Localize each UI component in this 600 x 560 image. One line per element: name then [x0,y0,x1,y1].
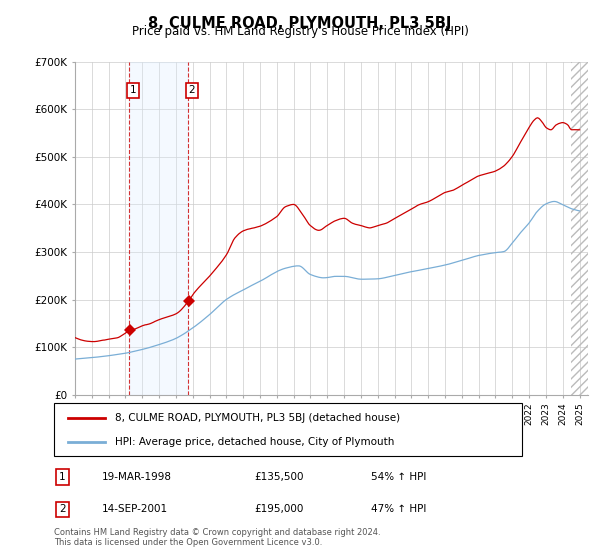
Text: 14-SEP-2001: 14-SEP-2001 [101,505,167,515]
Text: 2: 2 [59,505,66,515]
Bar [129,62,188,395]
Text: 47% ↑ HPI: 47% ↑ HPI [371,505,426,515]
FancyBboxPatch shape [54,403,522,456]
Text: 8, CULME ROAD, PLYMOUTH, PL3 5BJ: 8, CULME ROAD, PLYMOUTH, PL3 5BJ [148,16,452,31]
Text: Price paid vs. HM Land Registry's House Price Index (HPI): Price paid vs. HM Land Registry's House … [131,25,469,38]
Text: 19-MAR-1998: 19-MAR-1998 [101,472,172,482]
Text: 8, CULME ROAD, PLYMOUTH, PL3 5BJ (detached house): 8, CULME ROAD, PLYMOUTH, PL3 5BJ (detach… [115,413,400,423]
Text: 2: 2 [189,85,196,95]
Text: 1: 1 [130,85,136,95]
Text: Contains HM Land Registry data © Crown copyright and database right 2024.
This d: Contains HM Land Registry data © Crown c… [54,528,380,547]
Text: 1: 1 [59,472,66,482]
Text: £195,000: £195,000 [254,505,304,515]
Text: 54% ↑ HPI: 54% ↑ HPI [371,472,426,482]
Text: £135,500: £135,500 [254,472,304,482]
Text: HPI: Average price, detached house, City of Plymouth: HPI: Average price, detached house, City… [115,436,394,446]
